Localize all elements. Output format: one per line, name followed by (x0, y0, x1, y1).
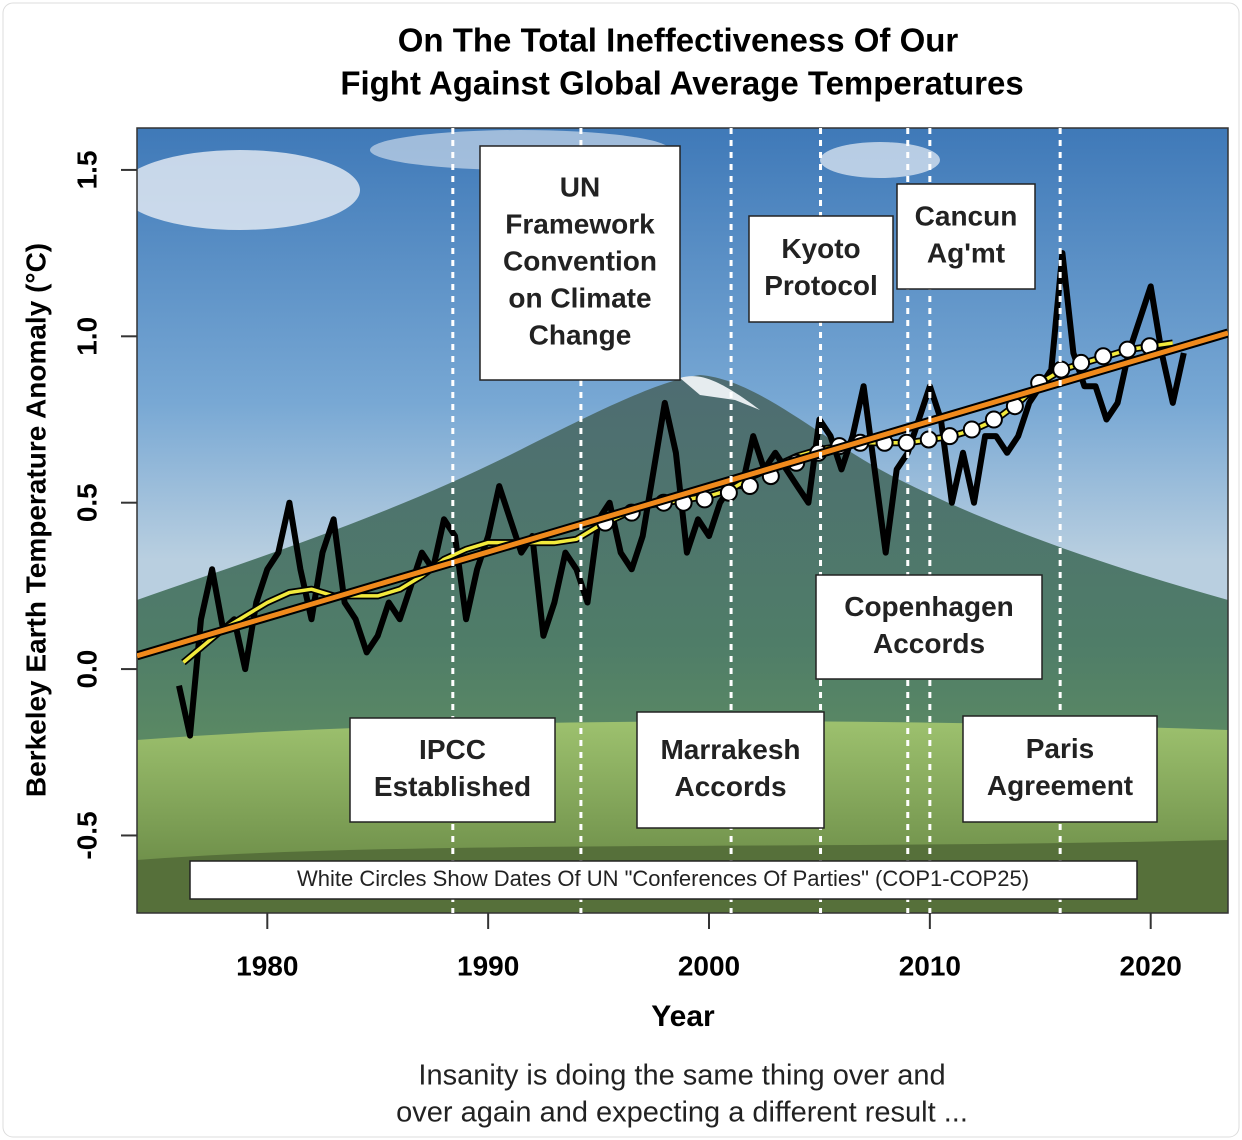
event-label: Copenhagen (844, 591, 1014, 622)
cop-marker (719, 483, 738, 502)
event-box (479, 145, 681, 381)
event-label: Agreement (987, 770, 1133, 801)
x-axis-label: Year (651, 1000, 715, 1033)
event-label: Change (529, 319, 632, 350)
y-tick-label: 1.5 (71, 150, 102, 189)
chart-title: Fight Against Global Average Temperature… (340, 65, 1023, 102)
event-label: Established (374, 771, 531, 802)
event-label: Paris (1026, 733, 1095, 764)
event-label: on Climate (508, 282, 651, 313)
note: White Circles Show Dates Of UN "Conferen… (297, 866, 1029, 891)
x-tick-label: 2010 (899, 950, 961, 981)
cop-marker (1094, 347, 1113, 366)
cop-marker (962, 420, 981, 439)
y-tick-label: 1.0 (71, 317, 102, 356)
y-tick-label: -0.5 (71, 811, 102, 859)
x-tick-label: 1990 (457, 950, 519, 981)
event-label: IPCC (419, 734, 486, 765)
event-box (962, 715, 1158, 823)
chart-title: On The Total Ineffectiveness Of Our (398, 22, 959, 59)
event-label: Accords (873, 628, 985, 659)
event-box (815, 574, 1043, 680)
event-label: Protocol (764, 270, 878, 301)
cop-marker (1118, 340, 1137, 359)
y-axis-label: Berkeley Earth Temperature Anomaly (°C) (20, 243, 51, 797)
plot-layer (137, 250, 1228, 739)
plot-border (136, 127, 1229, 914)
caption: Insanity is doing the same thing over an… (418, 1060, 945, 1092)
event-box (748, 215, 894, 323)
x-tick-label: 2000 (678, 950, 740, 981)
cop-marker (1072, 353, 1091, 372)
x-tick-label: 1980 (236, 950, 298, 981)
cop-marker (984, 410, 1003, 429)
event-label: Cancun (915, 200, 1018, 231)
y-tick-label: 0.0 (71, 650, 102, 689)
event-label: Framework (505, 208, 655, 239)
event-label: UN (560, 171, 600, 202)
cop-marker (940, 427, 959, 446)
note-box (189, 860, 1138, 900)
event-label: Accords (674, 771, 786, 802)
event-label: Convention (503, 245, 657, 276)
event-label: Marrakesh (660, 734, 800, 765)
y-tick-label: 0.5 (71, 483, 102, 522)
x-tick-label: 2020 (1120, 950, 1182, 981)
event-label: Kyoto (781, 233, 860, 264)
trend-line (137, 330, 1228, 659)
event-box (896, 183, 1036, 290)
event-box (349, 717, 556, 823)
event-box (636, 711, 825, 829)
event-label: Ag'mt (927, 237, 1005, 268)
caption: over again and expecting a different res… (396, 1097, 968, 1129)
